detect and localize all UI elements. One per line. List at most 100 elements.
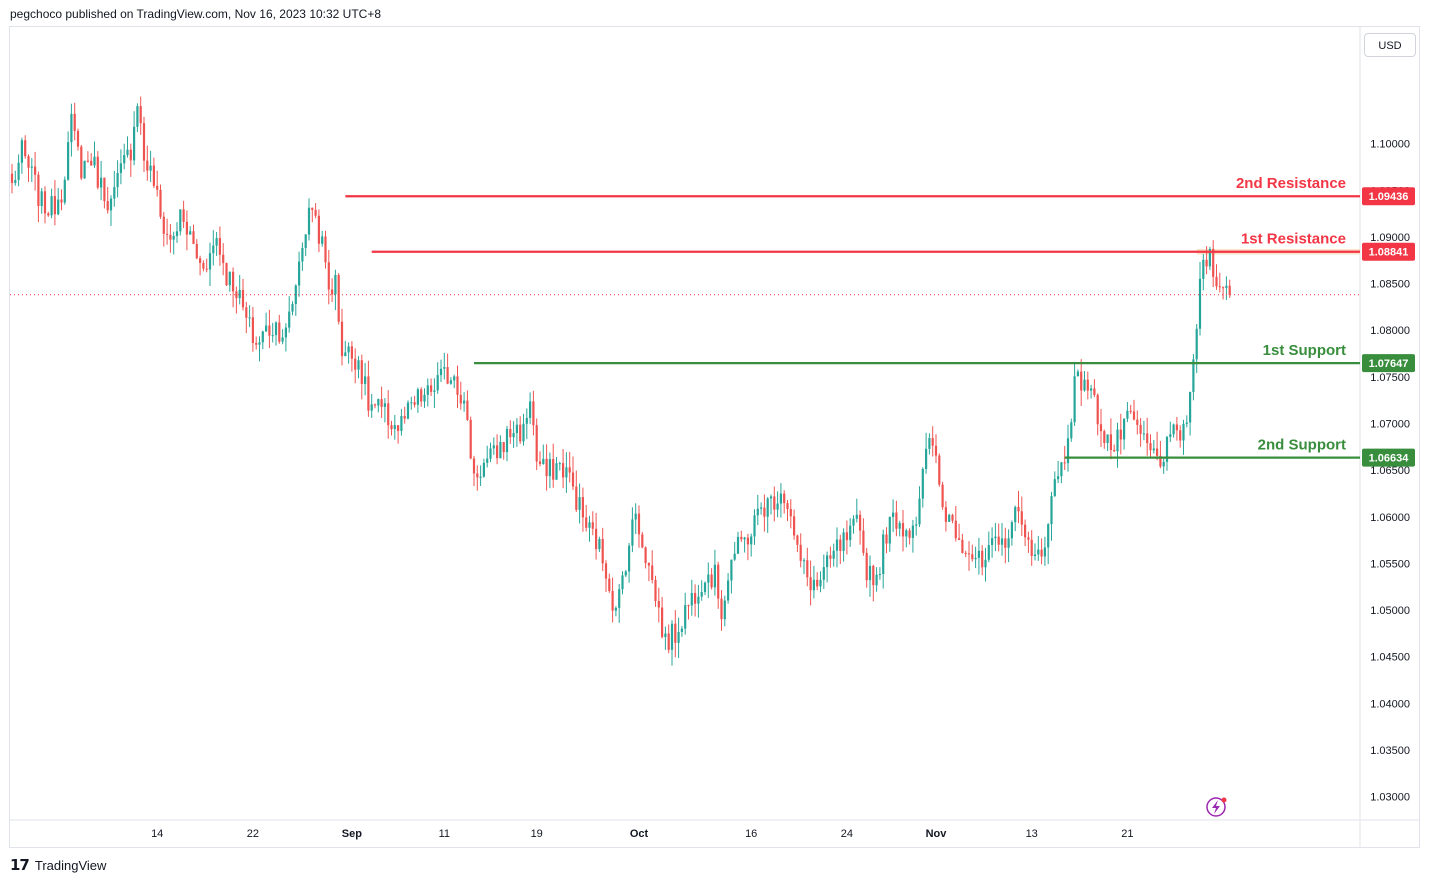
candle-body [581, 497, 584, 518]
candle-body [822, 567, 825, 580]
candle-body [588, 522, 591, 528]
support-price-tag-text: 1.06634 [1369, 453, 1410, 465]
candle-body [284, 327, 287, 338]
candle-body [466, 400, 469, 420]
candle-body [832, 550, 835, 559]
candle-body [492, 445, 495, 449]
candle-body [934, 445, 938, 456]
candle-body [1070, 422, 1073, 439]
y-tick-label: 1.08500 [1370, 279, 1410, 291]
candle-body [548, 459, 551, 477]
candle-body [393, 425, 396, 430]
candle-body [677, 631, 680, 643]
candle-body [505, 429, 509, 453]
candle-body [370, 404, 373, 411]
candle-body [1189, 391, 1192, 423]
candle-body [268, 325, 271, 336]
candle-body [700, 592, 703, 597]
candle-body [317, 215, 320, 244]
candle-body [799, 544, 802, 561]
candle-body [149, 165, 152, 171]
y-tick-label: 1.07000 [1370, 419, 1410, 431]
candle-body [941, 484, 944, 508]
candle-body [710, 574, 713, 588]
candle-body [1037, 549, 1040, 555]
candle-body [786, 503, 789, 510]
candle-body [598, 539, 601, 550]
candle-body [1014, 507, 1017, 523]
candle-body [1136, 419, 1139, 425]
candle-body [205, 268, 208, 270]
candle-body [1113, 450, 1116, 452]
candle-body [1228, 285, 1231, 295]
candle-body [70, 113, 73, 143]
candle-body [235, 291, 238, 299]
candle-body [849, 525, 852, 541]
candle-body [809, 577, 812, 591]
y-tick-label: 1.07500 [1370, 372, 1410, 384]
candle-body [898, 523, 901, 529]
candle-body [40, 191, 43, 207]
candle-body [1093, 388, 1096, 395]
candle-body [1175, 424, 1178, 431]
candle-body [502, 442, 505, 453]
candle-body [1040, 549, 1043, 557]
candle-body [944, 507, 947, 522]
y-tick-label: 1.04000 [1370, 698, 1410, 710]
candle-body [958, 538, 961, 540]
candle-body [301, 248, 304, 262]
candle-body [1057, 476, 1060, 480]
candle-body [525, 417, 528, 424]
candle-body [1047, 524, 1050, 548]
candle-body [291, 303, 294, 312]
candle-body [189, 231, 192, 235]
candle-body [816, 579, 819, 587]
candle-body [443, 367, 446, 369]
candle-body [1000, 538, 1004, 545]
candle-body [905, 530, 908, 537]
candle-body [321, 236, 324, 244]
candle-body [1060, 462, 1063, 477]
candle-body [212, 245, 215, 254]
candle-body [901, 523, 905, 537]
candle-body [47, 213, 50, 216]
candle-body [238, 289, 241, 299]
candle-body [1215, 276, 1218, 287]
candle-body [311, 207, 314, 210]
candle-body [717, 564, 720, 599]
x-tick-label: 22 [247, 828, 259, 840]
chart-frame[interactable] [9, 26, 1420, 848]
candle-body [736, 536, 740, 554]
candle-body [624, 571, 627, 576]
candle-body [175, 231, 179, 237]
candle-body [997, 536, 1000, 545]
candle-body [1010, 522, 1013, 539]
lightning-icon[interactable] [1206, 797, 1227, 817]
currency-button[interactable]: USD [1364, 33, 1416, 57]
candle-body [753, 515, 756, 537]
candle-body [34, 166, 37, 175]
candle-body [707, 574, 710, 583]
candle-body [218, 238, 221, 255]
support-level-label: 1st Support [1263, 342, 1346, 359]
candle-body [274, 322, 278, 336]
candle-body [1205, 259, 1208, 267]
candle-body [1162, 461, 1165, 467]
candle-body [258, 342, 261, 345]
candle-body [868, 565, 872, 581]
tradingview-brand: TradingView [34, 857, 107, 873]
candle-body [76, 130, 80, 147]
candle-body [743, 537, 746, 540]
x-tick-label: 19 [531, 828, 543, 840]
candle-body [199, 258, 202, 263]
candle-body [1106, 434, 1109, 444]
candle-body [674, 623, 677, 643]
x-tick-label: 13 [1026, 828, 1038, 840]
candle-body [1192, 359, 1195, 392]
candle-body [915, 524, 918, 526]
candle-body [509, 429, 512, 438]
candle-body [568, 467, 571, 473]
candle-body [680, 628, 683, 632]
candle-body [779, 493, 782, 504]
